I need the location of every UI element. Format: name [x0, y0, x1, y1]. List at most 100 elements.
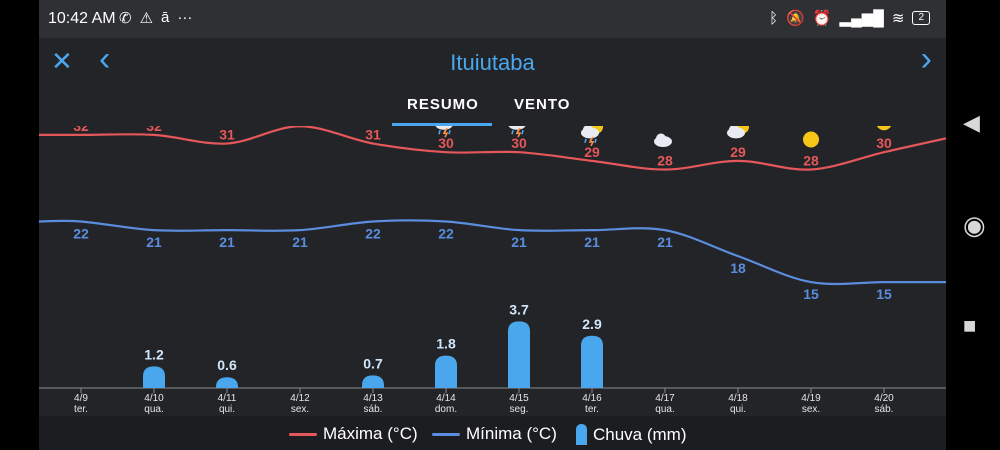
x-tick-date: 4/19 — [801, 393, 821, 404]
x-tick-date: 4/11 — [218, 393, 237, 404]
min-temp-label: 22 — [73, 225, 89, 241]
min-temp-label: 21 — [584, 234, 600, 250]
x-tick-date: 4/18 — [728, 393, 748, 404]
more-icon: ··· — [177, 9, 193, 26]
min-temp-label: 21 — [292, 234, 308, 250]
app-bar: ✕ ‹ Ituiutaba › — [39, 38, 946, 86]
x-tick-weekday: dom. — [435, 404, 457, 415]
home-icon[interactable]: ◉ — [963, 210, 986, 240]
max-temp-label: 31 — [365, 127, 381, 143]
x-tick-weekday: sex. — [802, 404, 820, 415]
rain-label: 1.2 — [144, 346, 164, 362]
chart-legend: Máxima (°C) Mínima (°C) Chuva (mm) — [39, 416, 946, 450]
max-temp-label: 28 — [803, 153, 819, 169]
min-temp-label: 21 — [146, 234, 162, 250]
x-tick-weekday: ter. — [585, 404, 599, 415]
x-tick-date: 4/10 — [144, 393, 164, 404]
rain-bar — [508, 321, 530, 388]
tab-vento[interactable]: VENTO — [514, 96, 571, 113]
x-tick-date: 4/15 — [509, 393, 529, 404]
rain-bar — [435, 355, 457, 388]
amazon-icon: ā — [161, 9, 170, 26]
min-temp-label: 15 — [803, 286, 819, 302]
max-temp-label: 30 — [511, 135, 527, 151]
rain-bar — [216, 377, 238, 388]
wifi-icon: ≋ — [891, 10, 905, 27]
min-temp-label: 22 — [438, 225, 454, 241]
legend-label-rain: Chuva (mm) — [593, 424, 687, 444]
x-tick-weekday: ter. — [74, 404, 88, 415]
x-tick-weekday: sáb. — [875, 404, 894, 415]
system-nav-bar: ◀ ◉ ■ — [946, 0, 1000, 450]
sunny-icon — [803, 131, 819, 148]
max-temp-label: 29 — [730, 144, 746, 160]
thunderstorm-icon — [508, 126, 526, 138]
max-temp-label: 30 — [876, 135, 892, 151]
battery-icon: 2 — [912, 11, 930, 25]
x-tick-weekday: qua. — [655, 404, 674, 415]
status-time: 10:42 AM — [48, 10, 116, 27]
min-temp-label: 21 — [511, 234, 527, 250]
rain-bar — [362, 375, 384, 388]
thunderstorm-icon — [581, 126, 603, 147]
max-temp-label: 31 — [219, 127, 235, 143]
alarm-icon: ⏰ — [812, 10, 832, 27]
x-tick-weekday: qua. — [144, 404, 163, 415]
x-tick-weekday: seg. — [510, 404, 529, 415]
back-icon[interactable]: ◀ — [963, 110, 980, 135]
tab-bar: RESUMO VENTO — [39, 86, 946, 126]
max-temp-line — [39, 126, 946, 171]
legend-swatch-min — [432, 432, 460, 436]
max-temp-label: 32 — [73, 126, 89, 134]
active-tab-indicator — [392, 123, 492, 126]
legend-swatch-rain — [576, 424, 587, 445]
x-tick-date: 4/14 — [436, 393, 456, 404]
close-icon[interactable]: ✕ — [51, 46, 73, 76]
whatsapp-icon: ✆ — [119, 10, 132, 27]
rain-label: 1.8 — [436, 336, 456, 352]
max-temp-label: 29 — [584, 144, 600, 160]
bluetooth-icon: ᛒ — [769, 9, 779, 27]
max-temp-label: 30 — [438, 135, 454, 151]
phone-screen: 10:42 AM ✆ ⚠ ā ··· ᛒ 🔕 ⏰ ▂▄▆█ ≋ 2 ✕ ‹ It… — [39, 0, 946, 450]
x-tick-date: 4/16 — [582, 393, 602, 404]
status-bar: 10:42 AM ✆ ⚠ ā ··· ᛒ 🔕 ⏰ ▂▄▆█ ≋ 2 — [39, 0, 946, 38]
x-tick-weekday: qui. — [219, 404, 235, 415]
x-tick-date: 4/20 — [874, 393, 894, 404]
sunny-icon — [876, 126, 892, 131]
max-temp-label: 28 — [657, 153, 673, 169]
min-temp-label: 22 — [365, 225, 381, 241]
tab-resumo[interactable]: RESUMO — [407, 96, 479, 113]
rain-label: 0.7 — [363, 355, 383, 371]
legend-label-max: Máxima (°C) — [323, 424, 418, 443]
warning-icon: ⚠ — [139, 10, 154, 27]
page-title: Ituiutaba — [450, 50, 535, 75]
legend-item-rain: Chuva (mm) — [576, 424, 687, 445]
legend-item-min: Mínima (°C) — [432, 424, 557, 444]
x-tick-weekday: sex. — [291, 404, 309, 415]
thunderstorm-icon — [435, 126, 453, 138]
legend-swatch-max — [289, 432, 317, 436]
next-icon[interactable]: › — [920, 40, 932, 78]
rain-bar — [581, 335, 603, 388]
x-tick-date: 4/12 — [290, 393, 310, 404]
x-tick-weekday: qui. — [730, 404, 746, 415]
partly-cloudy-icon — [727, 126, 749, 139]
rain-label: 3.7 — [509, 301, 529, 317]
mute-icon: 🔕 — [786, 10, 805, 27]
rain-label: 0.6 — [217, 357, 237, 373]
weather-chart: 1.20.60.71.83.72.93232313331303029282928… — [39, 126, 946, 415]
rain-label: 2.9 — [582, 316, 602, 332]
legend-label-min: Mínima (°C) — [466, 424, 557, 443]
min-temp-line — [39, 219, 946, 286]
x-tick-date: 4/9 — [74, 393, 88, 404]
cloudy-icon — [654, 133, 672, 148]
previous-icon[interactable]: ‹ — [99, 40, 111, 78]
status-right-icons: ᛒ 🔕 ⏰ ▂▄▆█ ≋ 2 — [769, 9, 930, 27]
min-temp-label: 18 — [730, 260, 746, 276]
legend-item-max: Máxima (°C) — [289, 424, 418, 444]
min-temp-label: 21 — [219, 234, 235, 250]
min-temp-label: 15 — [876, 286, 892, 302]
recents-icon[interactable]: ■ — [963, 313, 977, 338]
min-temp-label: 21 — [657, 234, 673, 250]
